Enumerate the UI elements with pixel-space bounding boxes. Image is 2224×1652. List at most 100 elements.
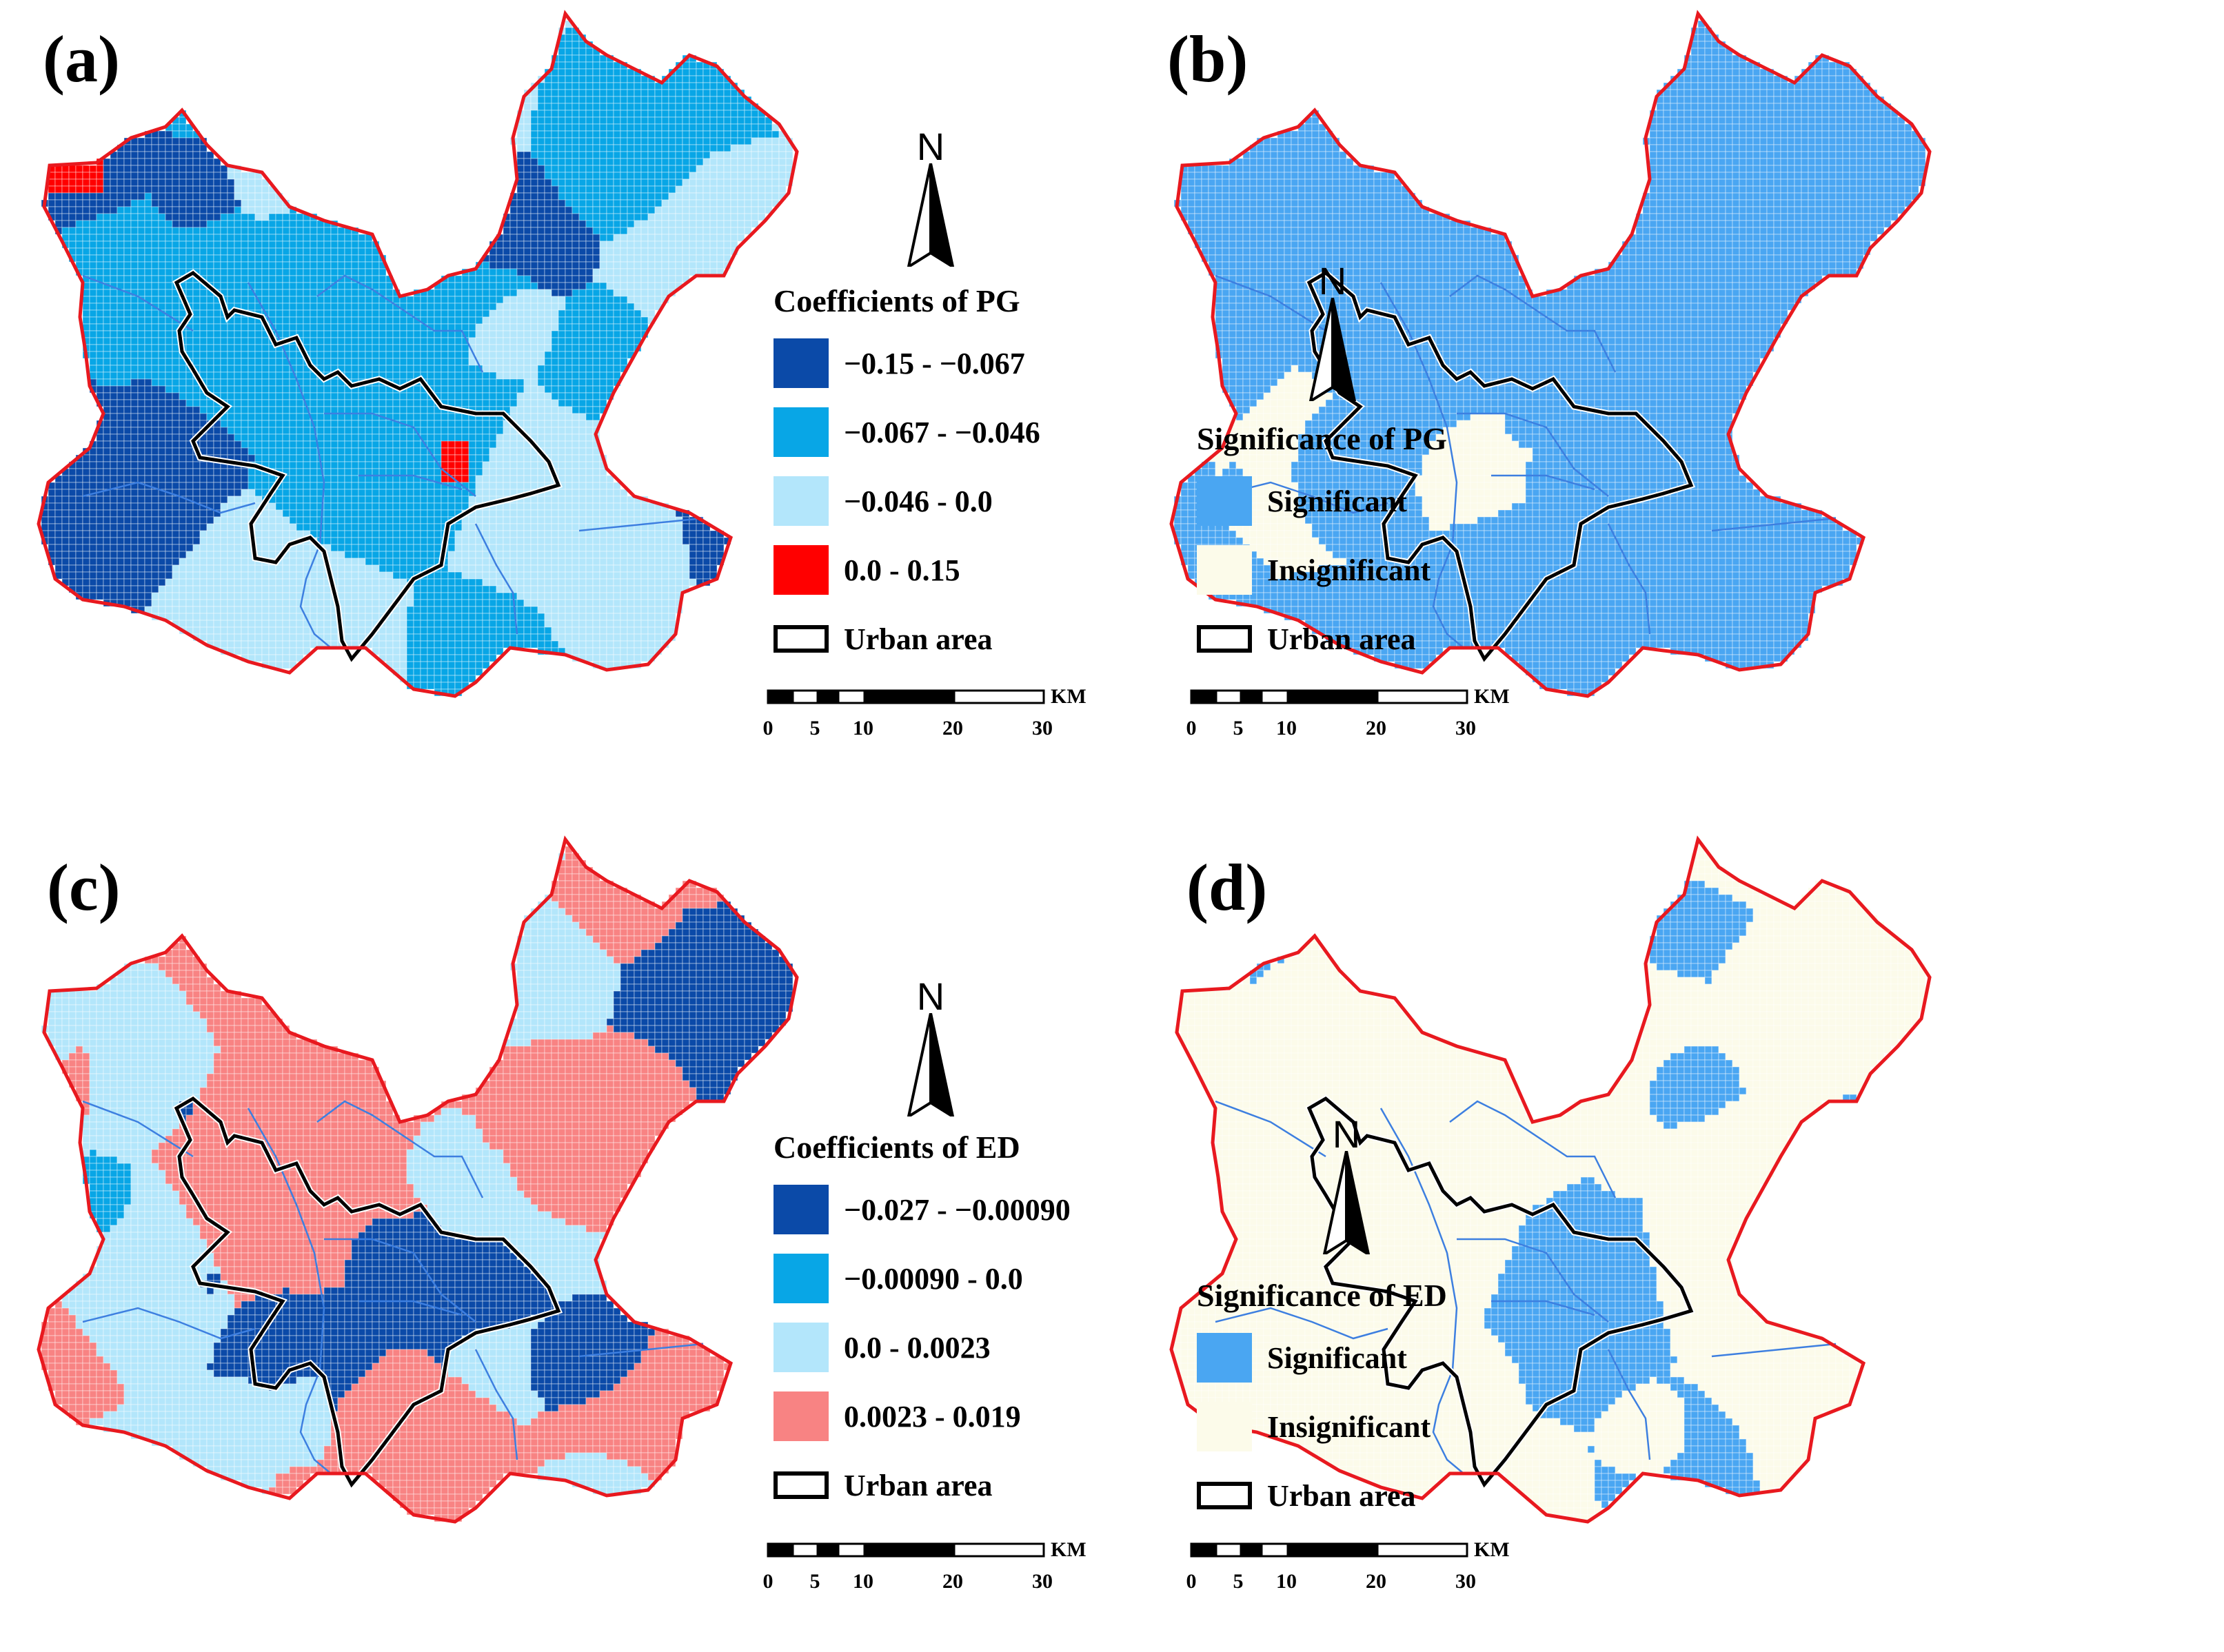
legend-swatch <box>774 1323 829 1372</box>
legend-label: Urban area <box>1267 622 1416 657</box>
legend-swatch <box>774 338 829 388</box>
legend-swatch <box>774 625 829 653</box>
legend-swatch <box>774 407 829 457</box>
legend-item: −0.027 - −0.00090 <box>774 1175 1071 1244</box>
legend-item: Urban area <box>774 1451 1071 1520</box>
legend-item: 0.0 - 0.0023 <box>774 1313 1071 1382</box>
river-line <box>1379 282 1464 649</box>
scale-unit: KM <box>1474 1538 1510 1562</box>
river-line <box>1491 474 1595 491</box>
scale-tick: 5 <box>1233 1570 1244 1593</box>
panel-a: (a) N Coefficients of PG −0.15 - −0.067 −… <box>0 0 1112 826</box>
legend-label: −0.00090 - 0.0 <box>844 1261 1023 1296</box>
panel-label: (b) <box>1167 26 1248 92</box>
scale-tick: 30 <box>1455 717 1476 740</box>
legend-item: Significant <box>1197 1323 1447 1392</box>
legend: Significance of ED Significant Insignific… <box>1197 1277 1447 1530</box>
river-line <box>1457 1238 1609 1323</box>
legend-label: Urban area <box>844 622 993 657</box>
river-line <box>1607 1349 1651 1460</box>
panel-label: (a) <box>43 26 120 92</box>
river-line <box>578 1343 704 1358</box>
legend-item: Urban area <box>1197 604 1447 673</box>
scale-tick: 20 <box>1366 717 1386 740</box>
legend-title: Significance of ED <box>1197 1277 1447 1314</box>
map-coefficients-ed <box>37 835 799 1524</box>
legend-label: Urban area <box>1267 1478 1416 1513</box>
river-line <box>1711 1343 1837 1358</box>
legend-item: Significant <box>1197 467 1447 536</box>
river-line <box>578 517 704 532</box>
panel-label: (c) <box>47 855 121 921</box>
legend-swatch <box>774 1185 829 1234</box>
river-line <box>1449 1100 1617 1199</box>
legend-swatch <box>1197 545 1252 595</box>
legend: Significance of PG Significant Insignific… <box>1197 420 1447 673</box>
river-line <box>247 1108 332 1474</box>
scale-tick: 5 <box>810 717 820 740</box>
map-coefficients-pg <box>37 10 799 698</box>
scale-tick: 5 <box>810 1570 820 1593</box>
river-line <box>1457 412 1609 497</box>
urban-area-outline <box>174 270 561 662</box>
map-grid-layer <box>37 835 799 1524</box>
scale-tick: 20 <box>942 1570 963 1593</box>
river-line <box>82 274 194 332</box>
scale-unit: KM <box>1051 1538 1086 1562</box>
north-arrow-icon: N <box>1298 262 1367 401</box>
legend-label: −0.15 - −0.067 <box>844 346 1025 381</box>
scale-tick: 0 <box>763 717 774 740</box>
legend-label: Insignificant <box>1267 553 1431 588</box>
scale-tick: 0 <box>1186 1570 1197 1593</box>
scale-tick: 30 <box>1032 1570 1053 1593</box>
scale-tick: 20 <box>1366 1570 1386 1593</box>
scale-tick: 10 <box>853 1570 873 1593</box>
legend-title: Significance of PG <box>1197 420 1447 457</box>
river-line <box>1711 517 1837 532</box>
legend-item: −0.046 - 0.0 <box>774 467 1040 536</box>
river-line <box>316 1100 484 1199</box>
scale-tick: 5 <box>1233 717 1244 740</box>
legend-swatch <box>1197 1333 1252 1383</box>
panel-c: (c) N Coefficients of ED −0.027 - −0.000… <box>0 826 1112 1651</box>
legend-label: Insignificant <box>1267 1409 1431 1445</box>
river-line <box>324 412 476 497</box>
map-grid-layer <box>37 10 799 698</box>
scale-bar: KM 0 5 10 20 30 <box>1186 685 1535 744</box>
legend-label: 0.0 - 0.15 <box>844 553 960 588</box>
scale-unit: KM <box>1051 685 1086 708</box>
legend-swatch <box>1197 625 1252 653</box>
legend-label: Significant <box>1267 1340 1407 1376</box>
north-arrow-icon: N <box>896 128 965 267</box>
river-line <box>1449 274 1617 373</box>
legend-swatch <box>774 1391 829 1441</box>
legend-label: 0.0 - 0.0023 <box>844 1330 991 1365</box>
scale-tick: 10 <box>1276 1570 1297 1593</box>
legend-item: Insignificant <box>1197 536 1447 604</box>
scale-tick: 10 <box>1276 717 1297 740</box>
river-line <box>82 1307 256 1340</box>
river-line <box>1607 523 1651 635</box>
legend-item: −0.067 - −0.046 <box>774 398 1040 467</box>
river-line <box>1379 1108 1464 1474</box>
map-significance-pg <box>1169 10 1932 698</box>
legend-label: Significant <box>1267 484 1407 519</box>
river-line <box>1215 1307 1388 1340</box>
legend-swatch <box>774 1254 829 1303</box>
north-arrow-icon: N <box>1312 1115 1381 1254</box>
legend-label: −0.027 - −0.00090 <box>844 1192 1071 1227</box>
legend-item: −0.15 - −0.067 <box>774 329 1040 398</box>
river-line <box>1215 481 1388 514</box>
river-line <box>1491 1300 1595 1316</box>
urban-area-outline <box>174 1096 561 1488</box>
panel-b: (b) N Significance of PG Significant Insi… <box>1112 0 2224 826</box>
scale-bar: KM 0 5 10 20 30 <box>1186 1538 1535 1598</box>
legend-item: Urban area <box>1197 1461 1447 1530</box>
map-grid-layer <box>1169 835 1932 1524</box>
legend-label: 0.0023 - 0.019 <box>844 1399 1021 1434</box>
legend-swatch <box>1197 476 1252 526</box>
river-line <box>1215 274 1326 332</box>
river-line <box>1215 1100 1326 1158</box>
study-area-boundary <box>37 10 799 698</box>
river-line <box>324 1238 476 1323</box>
